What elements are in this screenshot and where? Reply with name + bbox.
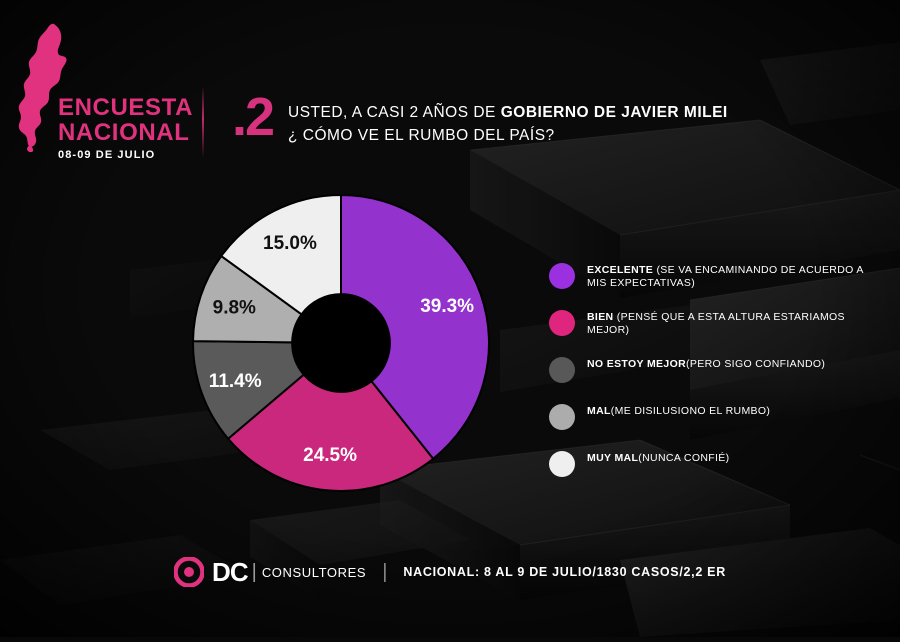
legend-item-label: NO ESTOY MEJOR [587,358,687,370]
donut-chart: 39.3% 24.5% 11.4% 9.8% 15.0% [186,193,496,493]
donut-slice-label: 15.0% [263,233,317,254]
chart-legend: EXCELENTE (SE VA ENCAMINANDO DE ACUERDO … [549,262,869,497]
dc-logo-icon [173,556,205,588]
brand-date: 08-09 DE JULIO [58,149,156,161]
legend-color-swatch [549,310,575,336]
legend-item[interactable]: EXCELENTE (SE VA ENCAMINANDO DE ACUERDO … [549,262,869,300]
brand-line-2: NACIONAL [58,119,190,146]
argentina-map-icon [14,22,86,153]
footer-separator: | [382,560,388,583]
question-line-1-bold: GOBIERNO DE JAVIER MILEI [500,104,728,121]
header: ENCUESTA NACIONAL 08-09 DE JULIO .2 USTE… [0,0,900,170]
question-line-2: ¿ CÓMO VE EL RUMBO DEL PAÍS? [288,127,555,144]
legend-color-swatch [549,357,575,383]
legend-color-swatch [549,263,575,289]
legend-item-text: EXCELENTE (SE VA ENCAMINANDO DE ACUERDO … [587,262,869,290]
legend-item-text: NO ESTOY MEJOR(PERO SIGO CONFIANDO) [587,356,825,371]
question-line-1-plain: USTED, A CASI 2 AÑOS DE [288,104,501,121]
donut-chart-svg: 39.3% 24.5% 11.4% 9.8% 15.0% [191,193,490,492]
dc-logo-pipe: | [251,560,257,583]
legend-item-description: (ME DISILUSIONO EL RUMBO) [610,405,771,417]
footer: DC | CONSULTORES | NACIONAL: 8 AL 9 DE J… [0,552,900,592]
legend-item[interactable]: MUY MAL(NUNCA CONFIÉ) [549,450,869,488]
donut-slice-label: 39.3% [420,296,474,317]
dc-logo-subtitle: CONSULTORES [261,564,367,580]
legend-item-description: (SE VA ENCAMINANDO DE ACUERDO A MIS EXPE… [587,264,864,289]
dc-logo-name: DC [212,556,249,587]
footer-info: NACIONAL: 8 AL 9 DE JULIO/1830 CASOS/2,2… [403,565,726,579]
brand-line-1: ENCUESTA [58,94,194,121]
donut-slice[interactable] [226,373,435,492]
legend-item-text: BIEN (PENSÉ QUE A ESTA ALTURA ESTARIAMOS… [587,309,869,337]
legend-item[interactable]: MAL(ME DISILUSIONO EL RUMBO) [549,403,869,441]
legend-item-label: BIEN [587,311,617,323]
donut-slice-label: 24.5% [303,445,357,466]
header-divider [202,88,204,156]
legend-color-swatch [549,451,575,477]
legend-item[interactable]: BIEN (PENSÉ QUE A ESTA ALTURA ESTARIAMOS… [549,309,869,347]
question-number: .2 [232,87,275,147]
brand-block: ENCUESTA NACIONAL 08-09 DE JULIO [58,95,193,161]
legend-item-description: (PENSÉ QUE A ESTA ALTURA ESTARIAMOS MEJO… [587,311,845,336]
question-text: USTED, A CASI 2 AÑOS DE GOBIERNO DE JAVI… [288,101,848,147]
legend-item-description: (PERO SIGO CONFIANDO) [686,358,826,370]
legend-item[interactable]: NO ESTOY MEJOR(PERO SIGO CONFIANDO) [549,356,869,394]
donut-slice-label: 11.4% [209,371,262,392]
question-line-1: USTED, A CASI 2 AÑOS DE GOBIERNO DE JAVI… [288,101,848,124]
legend-item-label: MUY MAL [587,452,639,464]
legend-item-description: (NUNCA CONFIÉ) [638,452,730,464]
legend-item-label: MAL [587,405,611,417]
legend-item-text: MAL(ME DISILUSIONO EL RUMBO) [587,403,770,418]
legend-item-label: EXCELENTE [587,264,657,276]
donut-center-hole [292,294,390,392]
legend-color-swatch [549,404,575,430]
donut-slice-label: 9.8% [213,298,256,319]
legend-item-text: MUY MAL(NUNCA CONFIÉ) [587,450,730,465]
